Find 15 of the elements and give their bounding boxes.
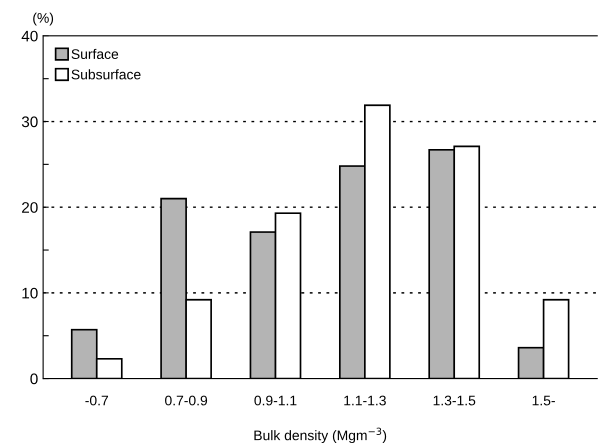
x-tick-label: 1.3-1.5 [434,396,476,406]
x-tick-label: 1.5- [532,396,555,406]
legend-label: Surface [72,48,118,60]
x-tick-label: 1.1-1.3 [344,396,386,406]
y-tick-label: 0 [30,373,38,384]
y-tick-label: 10 [22,288,38,299]
x-tick-label: 0.7-0.9 [165,396,208,406]
x-axis-title: Bulk density (Mgm$^{−3}$) [254,428,386,444]
y-tick-label: 30 [22,116,38,128]
y-tick-label: 40 [22,30,38,42]
legend-label: Subsurface [72,69,141,80]
x-tick-label: -0.7 [85,396,108,406]
y-tick-label: 20 [22,202,38,213]
y-axis-title: (%) [33,12,54,26]
x-tick-label: 0.9-1.1 [254,396,296,406]
